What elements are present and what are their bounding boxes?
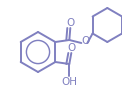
- Text: OH: OH: [61, 77, 77, 87]
- Text: O: O: [66, 18, 74, 28]
- Text: O: O: [81, 36, 89, 46]
- Text: O: O: [67, 43, 75, 53]
